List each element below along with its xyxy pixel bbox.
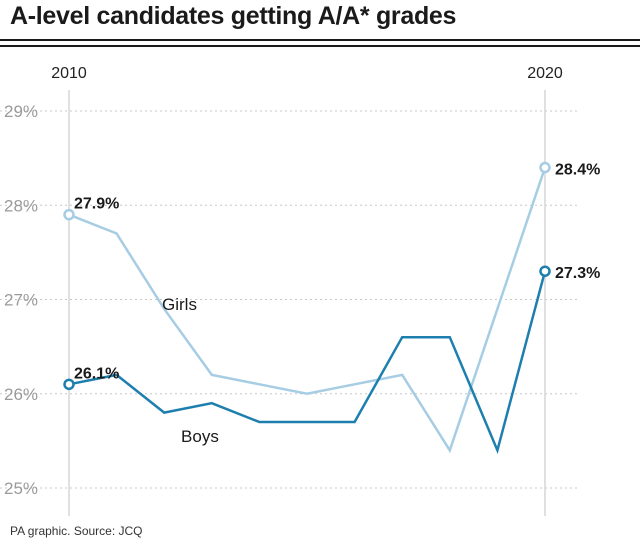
data-value-label: 26.1% — [74, 365, 119, 382]
source-note: PA graphic. Source: JCQ — [10, 524, 143, 538]
y-tick-label: 29% — [4, 102, 38, 121]
title-divider — [0, 39, 640, 41]
data-point-marker — [539, 265, 551, 277]
label-layer: 27.9% 28.4% 26.1% 27.3% Girls Boys — [63, 161, 600, 446]
data-point-marker — [63, 208, 75, 221]
y-tick-label: 25% — [4, 479, 38, 498]
grid-layer — [0, 90, 580, 516]
series-line-boys — [68, 270, 547, 455]
data-point-marker — [539, 161, 551, 174]
chart-title: A-level candidates getting A/A* grades — [10, 2, 457, 30]
y-tick-label: 27% — [4, 291, 38, 310]
data-value-label: 27.3% — [555, 265, 600, 282]
x-tick-label: 2010 — [51, 65, 87, 82]
axis-layer: 25% 26% 27% 28% 29% 2010 2020 — [0, 45, 640, 498]
x-tick-label: 2020 — [527, 65, 563, 82]
y-tick-label: 28% — [4, 196, 38, 215]
data-value-label: 27.9% — [74, 196, 119, 213]
y-tick-label: 26% — [4, 385, 38, 404]
data-value-label: 28.4% — [555, 162, 600, 179]
series-name-label: Girls — [162, 295, 197, 314]
series-layer — [68, 167, 547, 455]
series-name-label: Boys — [181, 427, 219, 446]
data-point-marker — [63, 378, 75, 391]
series-line-girls — [68, 167, 547, 454]
